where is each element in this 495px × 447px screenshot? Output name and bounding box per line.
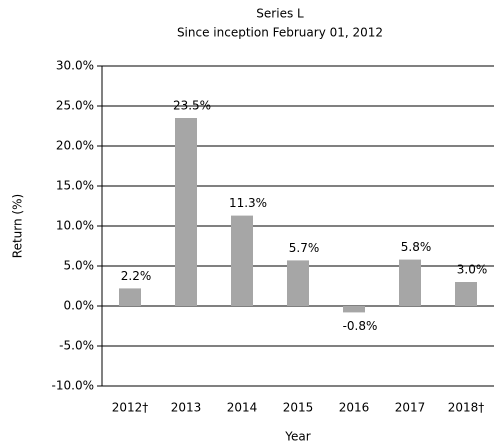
y-tick-label: -5.0% bbox=[59, 339, 94, 353]
data-label: 5.8% bbox=[401, 240, 432, 254]
x-tick-label: 2013 bbox=[171, 401, 202, 415]
chart-title: Series L bbox=[256, 7, 304, 21]
x-tick-label: 2016 bbox=[339, 401, 370, 415]
y-tick-label: 30.0% bbox=[56, 59, 94, 73]
data-label: 3.0% bbox=[457, 263, 488, 277]
x-tick-label: 2015 bbox=[283, 401, 314, 415]
x-tick-label: 2018† bbox=[448, 401, 485, 415]
y-tick-label: 0.0% bbox=[64, 299, 95, 313]
x-tick-label: 2012† bbox=[112, 401, 149, 415]
bar bbox=[343, 306, 365, 313]
data-label: 5.7% bbox=[289, 241, 320, 255]
data-label: 2.2% bbox=[121, 269, 152, 283]
bar bbox=[175, 118, 197, 306]
y-tick-label: 25.0% bbox=[56, 99, 94, 113]
data-label: 23.5% bbox=[173, 99, 211, 113]
bar bbox=[399, 259, 421, 306]
chart-subtitle: Since inception February 01, 2012 bbox=[177, 26, 383, 40]
y-tick-label: 5.0% bbox=[64, 259, 95, 273]
y-axis-label: Return (%) bbox=[11, 194, 25, 258]
y-tick-label: 15.0% bbox=[56, 179, 94, 193]
y-tick-label: 10.0% bbox=[56, 219, 94, 233]
y-tick-label: -10.0% bbox=[52, 379, 94, 393]
bar bbox=[119, 288, 141, 306]
bar bbox=[455, 282, 477, 306]
bar bbox=[231, 215, 253, 306]
bar bbox=[287, 260, 309, 306]
data-label: -0.8% bbox=[343, 319, 378, 333]
y-tick-label: 20.0% bbox=[56, 139, 94, 153]
x-tick-label: 2017 bbox=[395, 401, 426, 415]
data-label: 11.3% bbox=[229, 196, 267, 210]
x-tick-label: 2014 bbox=[227, 401, 258, 415]
x-axis-label: Year bbox=[284, 430, 310, 444]
